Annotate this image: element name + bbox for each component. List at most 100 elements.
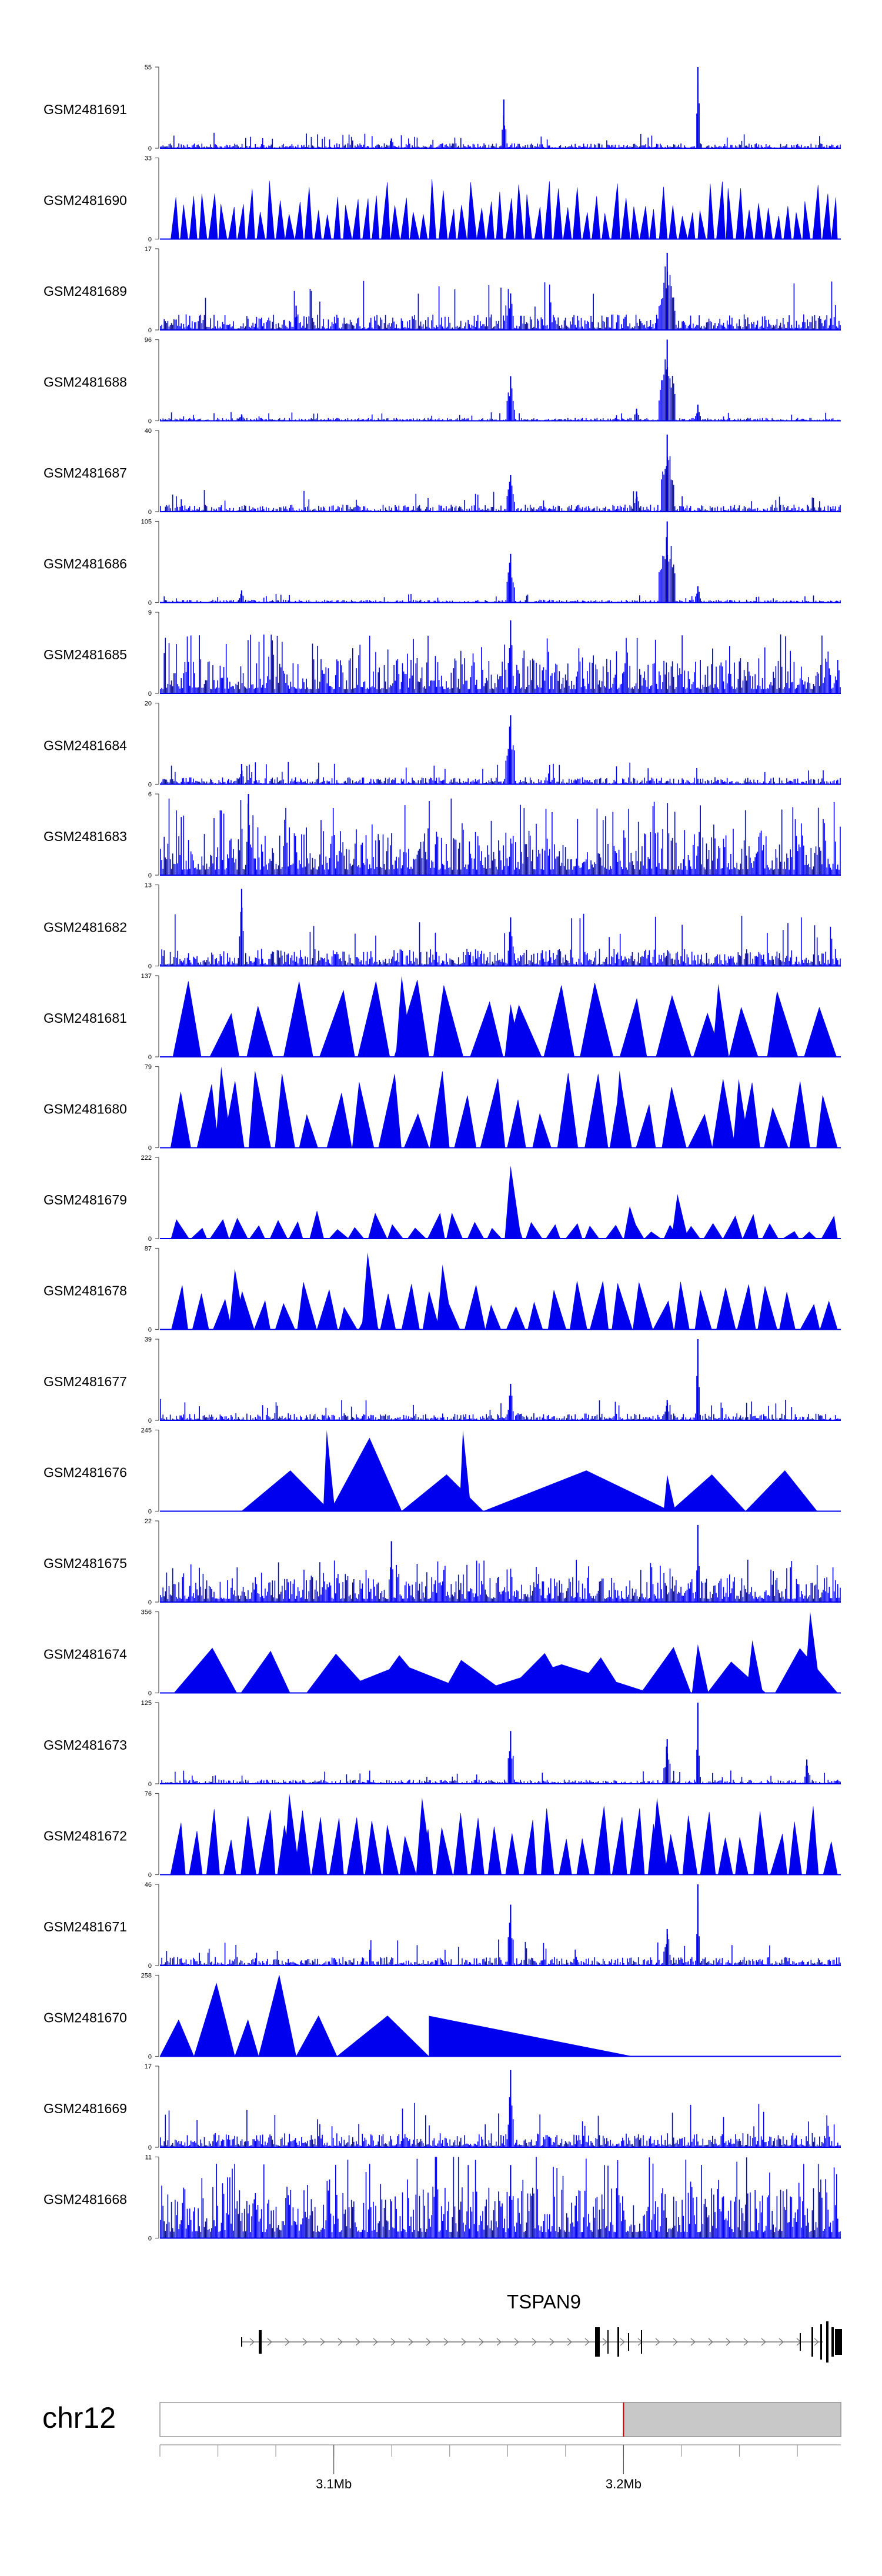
strand-arrow-icon [620,2338,625,2346]
strand-arrow-icon [567,2338,572,2346]
track-GSM2481687: GSM2481687 40 0 [44,428,841,516]
track-ymax-label: 46 [145,1881,152,1888]
track-ymin-label: 0 [148,1963,152,1970]
track-ymin-label: 0 [148,418,152,425]
strand-arrow-icon [514,2338,519,2346]
track-GSM2481673: GSM2481673 125 0 [44,1700,841,1788]
track-label: GSM2481679 [44,1192,127,1207]
track-label: GSM2481682 [44,920,127,935]
track-label: GSM2481677 [44,1374,127,1389]
track-ymin-label: 0 [148,872,152,879]
signal-tracks: GSM2481691550GSM2481690330GSM2481689170G… [44,64,841,2243]
track-signal-bars [160,456,841,512]
track-GSM2481689: GSM2481689 17 0 [44,246,841,334]
track-label: GSM2481691 [44,102,127,117]
track-label: GSM2481675 [44,1556,127,1571]
strand-arrow-icon [549,2338,554,2346]
gene-exon [259,2330,262,2354]
track-label: GSM2481669 [44,2101,127,2116]
track-label: GSM2481671 [44,1919,127,1934]
gene-exon [831,2327,834,2357]
track-signal-bars [160,1710,841,1784]
track-ymax-label: 6 [148,791,152,798]
track-ymin-label: 0 [148,1236,152,1243]
track-peak [691,1644,709,1693]
track-ymax-label: 96 [145,337,152,344]
strand-arrow-icon [584,2338,590,2346]
strand-arrow-icon [779,2338,784,2346]
track-label: GSM2481683 [44,829,127,844]
strand-arrow-icon [285,2338,290,2346]
gene-name-label: TSPAN9 [507,2291,581,2313]
strand-arrow-icon [673,2338,678,2346]
track-GSM2481683: GSM2481683 6 0 [44,791,841,879]
track-ymin-label: 0 [148,1872,152,1879]
track-ymin-label: 0 [148,509,152,516]
track-ymax-label: 245 [141,1427,152,1434]
track-signal-hills [159,1975,430,2057]
strand-arrow-icon [532,2338,537,2346]
track-GSM2481680: GSM2481680 79 0 [44,1064,841,1152]
track-tail [429,2016,633,2057]
strand-arrow-icon [373,2338,378,2346]
ideogram-band [623,2402,841,2437]
gene-exon [800,2333,801,2351]
track-peak [733,1079,750,1148]
track-signal-bars [160,1353,841,1420]
track-ymin-label: 0 [148,2144,152,2151]
track-ymax-label: 9 [148,609,152,616]
track-ymin-label: 0 [148,327,152,334]
strand-arrow-icon [355,2338,360,2346]
strand-arrow-icon [267,2338,272,2346]
strand-arrow-icon [443,2338,449,2346]
track-peak [651,1797,668,1875]
track-GSM2481682: GSM2481682 13 0 [44,882,841,970]
track-ymax-label: 137 [141,973,152,980]
strand-arrow-icon [690,2338,696,2346]
track-ymin-label: 0 [148,782,152,789]
track-GSM2481674: GSM2481674 356 0 [44,1609,841,1697]
track-ymax-label: 17 [145,2063,152,2070]
track-ymin-label: 0 [148,236,152,243]
track-ymin-label: 0 [148,1054,152,1061]
track-signal-bars [160,2097,841,2147]
track-peak [283,1793,300,1875]
track-peak [624,1206,640,1239]
track-signal-bars [160,1553,841,1602]
track-signal-bars [160,2157,841,2238]
track-label: GSM2481690 [44,193,127,208]
strand-arrow-icon [338,2338,343,2346]
track-ymin-label: 0 [148,1509,152,1516]
track-ymax-label: 40 [145,428,152,435]
track-peak [613,1070,630,1148]
track-label: GSM2481672 [44,1828,127,1844]
track-peak [671,1194,689,1239]
track-ymax-label: 79 [145,1064,152,1071]
track-ymin-label: 0 [148,1417,152,1424]
track-label: GSM2481689 [44,283,127,299]
track-ymin-label: 0 [148,600,152,607]
strand-arrow-icon [655,2338,660,2346]
track-label: GSM2481673 [44,1737,127,1753]
track-peak [459,1430,472,1511]
track-ymax-label: 105 [141,519,152,526]
track-GSM2481676: GSM2481676 245 0 [44,1427,841,1516]
gene-exon [826,2321,828,2363]
axis-tick-label: 3.1Mb [316,2477,352,2491]
track-GSM2481671: GSM2481671 46 0 [44,1881,841,1970]
track-ymax-label: 258 [141,1973,152,1980]
track-signal-triangles [171,179,838,239]
track-peak [323,1430,335,1511]
track-label: GSM2481686 [44,556,127,572]
gene-exon [641,2330,642,2354]
track-label: GSM2481684 [44,738,127,753]
track-ymax-label: 33 [145,155,152,162]
track-label: GSM2481680 [44,1102,127,1117]
strand-arrow-icon [302,2338,308,2346]
track-label: GSM2481668 [44,2192,127,2207]
track-GSM2481686: GSM2481686 105 0 [44,519,841,607]
track-signal-bars [160,798,841,875]
track-GSM2481684: GSM2481684 20 0 [44,700,841,789]
track-label: GSM2481670 [44,2010,127,2026]
